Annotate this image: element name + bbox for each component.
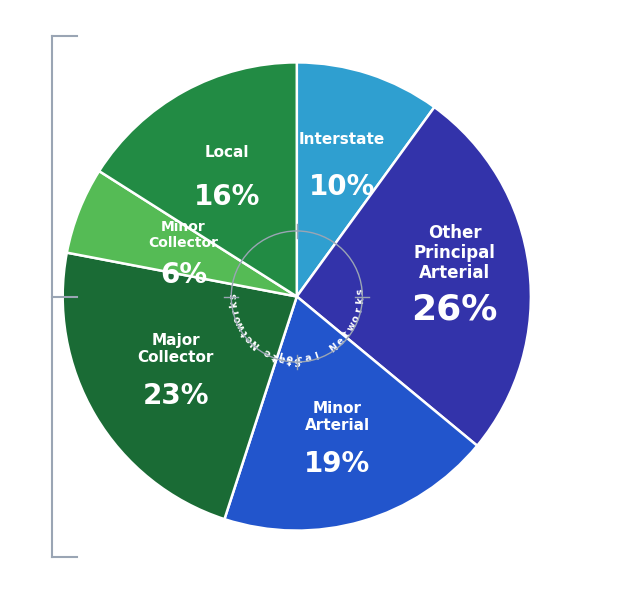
Wedge shape xyxy=(297,62,434,296)
Text: L: L xyxy=(276,352,285,363)
Text: o: o xyxy=(286,354,294,365)
Wedge shape xyxy=(99,62,297,296)
Text: a: a xyxy=(277,352,286,364)
Text: t: t xyxy=(342,330,352,340)
Text: o: o xyxy=(232,314,244,324)
Text: 6%: 6% xyxy=(160,261,207,289)
Text: k: k xyxy=(229,300,239,308)
Text: Minor
Arterial: Minor Arterial xyxy=(305,401,370,433)
Text: 10%: 10% xyxy=(308,173,375,200)
Text: t: t xyxy=(239,328,251,337)
Text: 16%: 16% xyxy=(194,183,260,211)
Text: t: t xyxy=(270,350,278,361)
Text: e: e xyxy=(335,336,347,347)
Text: 19%: 19% xyxy=(304,450,370,478)
Text: r: r xyxy=(230,308,241,315)
Text: S: S xyxy=(293,355,300,365)
Text: w: w xyxy=(346,321,358,333)
Text: o: o xyxy=(350,314,362,323)
Text: k: k xyxy=(355,296,365,304)
Text: Interstate: Interstate xyxy=(299,132,385,147)
Wedge shape xyxy=(63,253,297,519)
Text: r: r xyxy=(354,306,364,313)
Text: 23%: 23% xyxy=(143,382,209,410)
Text: e: e xyxy=(244,333,255,344)
Text: a: a xyxy=(304,353,312,364)
Text: s: s xyxy=(355,288,365,294)
Text: Local: Local xyxy=(205,145,249,161)
Wedge shape xyxy=(297,107,531,446)
Text: Other
Principal
Arterial: Other Principal Arterial xyxy=(414,224,495,282)
Text: Minor
Collector: Minor Collector xyxy=(149,221,218,250)
Text: Major
Collector: Major Collector xyxy=(138,333,214,365)
Text: l: l xyxy=(314,351,320,362)
Text: N: N xyxy=(249,337,261,350)
Text: 26%: 26% xyxy=(412,292,498,326)
Text: N: N xyxy=(328,342,340,354)
Text: e: e xyxy=(262,346,273,358)
Wedge shape xyxy=(225,296,477,531)
Text: c: c xyxy=(296,355,302,365)
Text: w: w xyxy=(234,320,247,332)
Text: s: s xyxy=(228,294,239,299)
Text: t: t xyxy=(286,354,292,365)
Wedge shape xyxy=(67,171,297,296)
